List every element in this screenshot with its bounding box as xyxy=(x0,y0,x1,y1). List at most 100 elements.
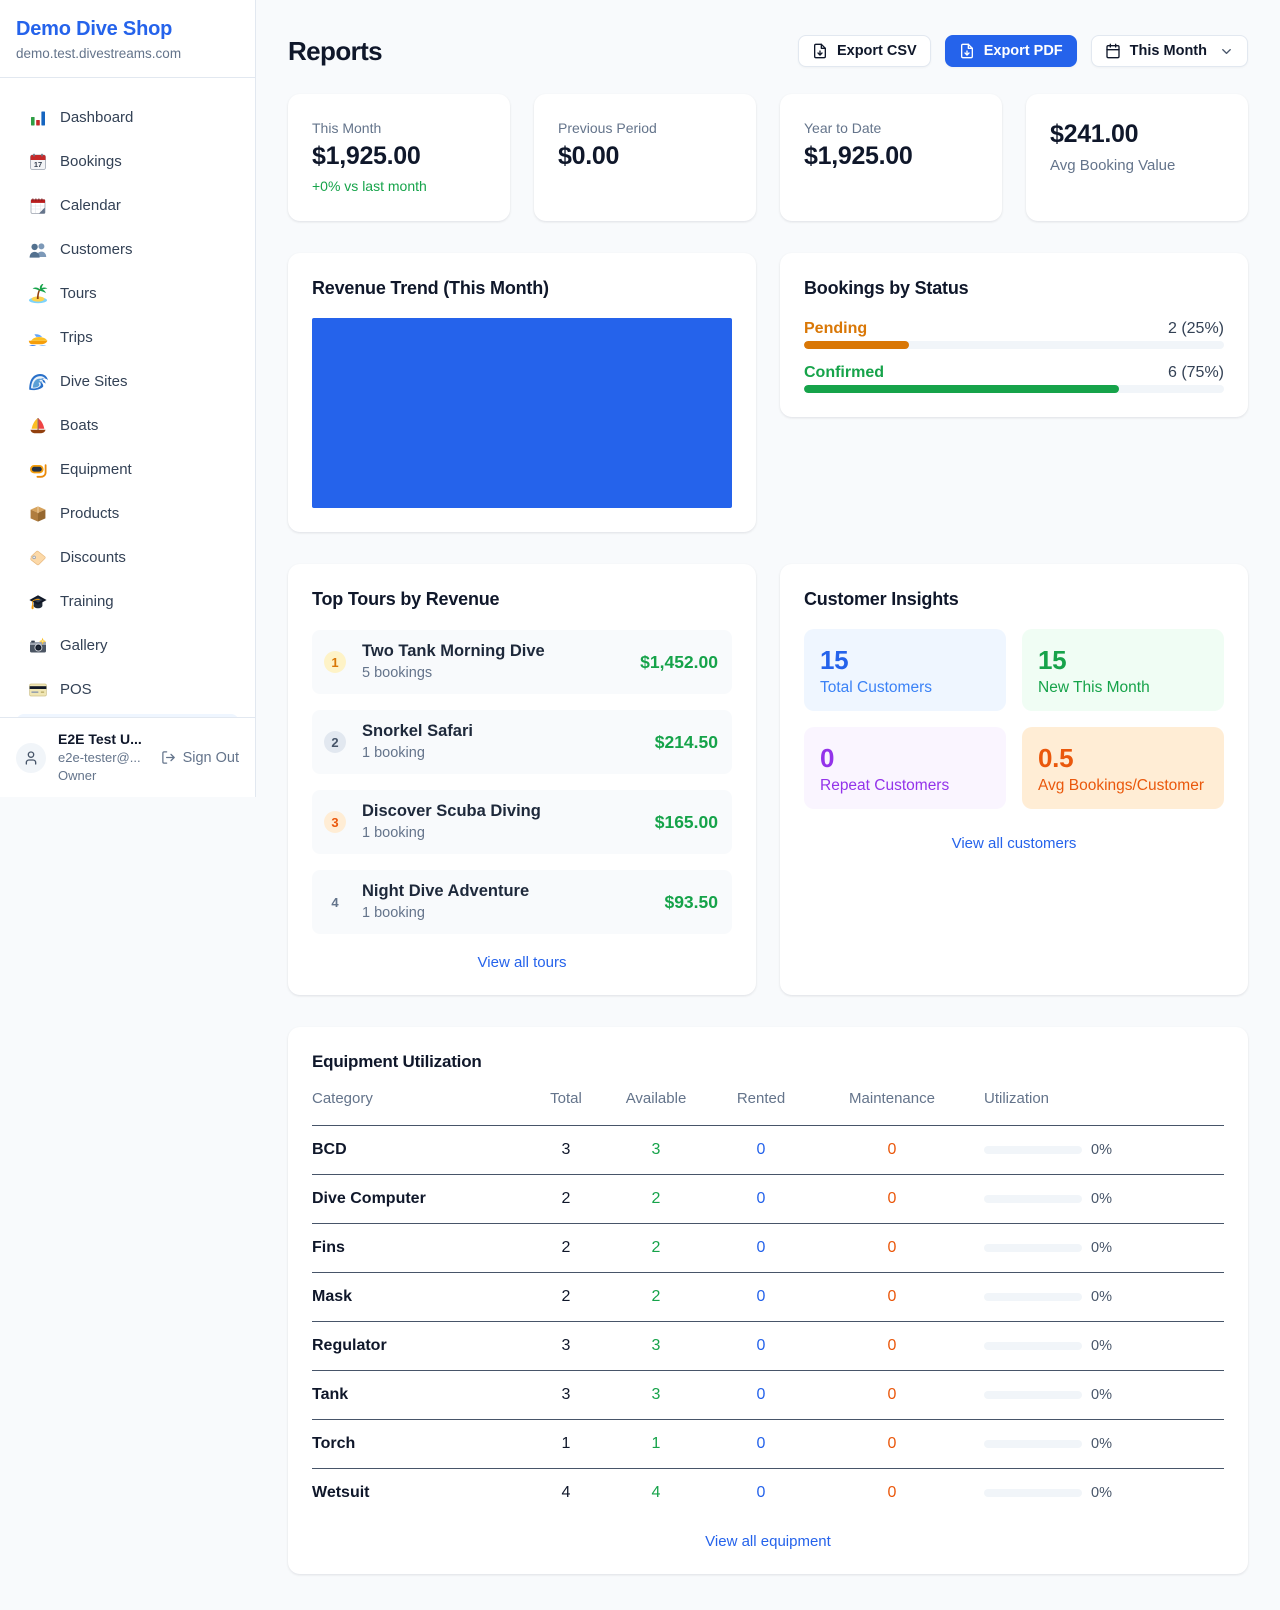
utilization-percent: 0% xyxy=(1091,1142,1112,1158)
sidebar-item-products[interactable]: Products xyxy=(16,494,239,534)
sidebar-item-label: Bookings xyxy=(60,153,122,170)
utilization-bar-track xyxy=(984,1195,1082,1203)
user-meta: E2E Test U... e2e-tester@... Owner xyxy=(58,730,149,785)
cell-rented: 0 xyxy=(706,1321,816,1371)
sidebar-item-gallery[interactable]: Gallery xyxy=(16,626,239,666)
cell-utilization: 0% xyxy=(968,1223,1224,1273)
view-all-tours-link[interactable]: View all tours xyxy=(477,954,567,971)
sidebar-item-boats[interactable]: Boats xyxy=(16,406,239,446)
customer-insights-card: Customer Insights 15 Total Customers 15 … xyxy=(780,564,1248,995)
cell-total: 1 xyxy=(526,1419,606,1469)
cell-utilization: 0% xyxy=(968,1272,1224,1322)
stat-card-previous-period: Previous Period $0.00 xyxy=(534,94,756,221)
cell-maintenance: 0 xyxy=(816,1174,968,1224)
charts-row: Revenue Trend (This Month) Bookings by S… xyxy=(288,253,1248,532)
user-box: E2E Test U... e2e-tester@... Owner Sign … xyxy=(0,717,255,797)
user-email: e2e-tester@... xyxy=(58,750,141,765)
status-label: Pending xyxy=(804,320,868,337)
insight-value: 15 xyxy=(820,645,849,675)
cell-utilization: 0% xyxy=(968,1125,1224,1175)
insight-label: New This Month xyxy=(1038,679,1150,696)
file-down-icon xyxy=(960,43,973,59)
sidebar-item-pos[interactable]: POS xyxy=(16,670,239,710)
period-select-button[interactable]: This Month xyxy=(1090,35,1248,67)
sidebar-item-discounts[interactable]: Discounts xyxy=(16,538,239,578)
status-bar-fill xyxy=(804,341,909,349)
view-all-customers-link[interactable]: View all customers xyxy=(951,835,1077,852)
insight-grid: 15 Total Customers 15 New This Month 0 R… xyxy=(804,629,1224,809)
header-actions: Export CSV Export PDF This Month xyxy=(797,35,1248,67)
tour-list-item[interactable]: 1 Two Tank Morning Dive 5 bookings $1,45… xyxy=(312,630,732,694)
diving-mask-icon xyxy=(30,464,47,478)
table-row: Mask 2 2 0 0 0% xyxy=(312,1272,1224,1322)
cell-category: Mask xyxy=(312,1272,526,1322)
export-csv-label: Export CSV xyxy=(836,43,917,59)
spiral-calendar-icon xyxy=(30,198,46,214)
insight-label: Avg Bookings/Customer xyxy=(1038,777,1204,794)
sidebar-item-dashboard[interactable]: Dashboard xyxy=(16,98,239,138)
cell-available: 3 xyxy=(606,1125,706,1175)
tour-list-item[interactable]: 4 Night Dive Adventure 1 booking $93.50 xyxy=(312,870,732,934)
sidebar-item-bookings[interactable]: 17 Bookings xyxy=(16,142,239,182)
sidebar-item-training[interactable]: Training xyxy=(16,582,239,622)
cell-available: 2 xyxy=(606,1223,706,1273)
cell-total: 2 xyxy=(526,1272,606,1322)
sidebar-item-label: Calendar xyxy=(60,197,121,214)
utilization-bar-track xyxy=(984,1293,1082,1301)
tour-list-item[interactable]: 3 Discover Scuba Diving 1 booking $165.0… xyxy=(312,790,732,854)
column-header-rented: Rented xyxy=(706,1089,816,1126)
sidebar-item-equipment[interactable]: Equipment xyxy=(16,450,239,490)
insight-tile-new-this-month: 15 New This Month xyxy=(1022,629,1224,711)
lists-row: Top Tours by Revenue 1 Two Tank Morning … xyxy=(288,564,1248,995)
export-csv-button[interactable]: Export CSV xyxy=(797,35,931,67)
period-label: This Month xyxy=(1129,43,1207,59)
sidebar-item-reports-active[interactable] xyxy=(16,714,239,717)
export-pdf-label: Export PDF xyxy=(983,43,1063,59)
cell-available: 4 xyxy=(651,1484,661,1501)
sidebar-item-tours[interactable]: Tours xyxy=(16,274,239,314)
sidebar-item-trips[interactable]: Trips xyxy=(16,318,239,358)
equipment-utilization-card: Equipment Utilization Category Total Ava… xyxy=(288,1027,1248,1574)
stat-label: This Month xyxy=(312,120,382,136)
brand-name[interactable]: Demo Dive Shop xyxy=(16,18,173,40)
export-pdf-button[interactable]: Export PDF xyxy=(944,35,1077,67)
stat-delta: +0% vs last month xyxy=(312,178,427,194)
package-icon xyxy=(30,506,46,522)
cell-available: 2 xyxy=(606,1174,706,1224)
tour-revenue: $1,452.00 xyxy=(640,651,718,672)
log-out-icon xyxy=(161,751,175,764)
customer-insights-title: Customer Insights xyxy=(804,589,959,609)
column-header-category: Category xyxy=(312,1089,526,1126)
stat-label: Avg Booking Value xyxy=(1050,157,1176,174)
tour-revenue: $214.50 xyxy=(654,731,718,752)
tour-bookings: 1 booking xyxy=(362,745,425,761)
utilization-bar-track xyxy=(984,1489,1082,1497)
utilization-bar-track xyxy=(984,1391,1082,1399)
cell-rented: 0 xyxy=(706,1223,816,1273)
cell-total: 3 xyxy=(526,1370,606,1420)
sidebar-item-label: Dive Sites xyxy=(60,373,128,390)
revenue-trend-chart xyxy=(312,318,732,508)
equipment-table: Category Total Available Rented Maintena… xyxy=(312,1089,1224,1517)
stat-value: $241.00 xyxy=(1050,120,1139,148)
tear-calendar-icon: 17 xyxy=(30,153,46,170)
speedboat-icon xyxy=(28,334,48,346)
cell-rented: 0 xyxy=(706,1272,816,1322)
sidebar-item-calendar[interactable]: Calendar xyxy=(16,186,239,226)
sign-out-button[interactable]: Sign Out xyxy=(161,750,239,766)
tour-name: Night Dive Adventure xyxy=(362,882,530,900)
sidebar-item-customers[interactable]: Customers xyxy=(16,230,239,270)
revenue-trend-title: Revenue Trend (This Month) xyxy=(312,278,549,298)
tour-bookings: 1 booking xyxy=(362,825,425,841)
status-count: 2 (25%) xyxy=(1167,320,1224,337)
sidebar-item-label: Discounts xyxy=(60,549,126,566)
cell-maintenance: 0 xyxy=(816,1125,968,1175)
table-row: Dive Computer 2 2 0 0 0% xyxy=(312,1174,1224,1224)
view-all-equipment-link[interactable]: View all equipment xyxy=(705,1533,831,1550)
sidebar-item-dive-sites[interactable]: Dive Sites xyxy=(16,362,239,402)
tour-list-item[interactable]: 2 Snorkel Safari 1 booking $214.50 xyxy=(312,710,732,774)
graduation-cap-icon xyxy=(29,595,47,610)
sign-out-label: Sign Out xyxy=(182,749,239,766)
cell-category: Fins xyxy=(312,1223,526,1273)
stat-card-year-to-date: Year to Date $1,925.00 xyxy=(780,94,1002,221)
